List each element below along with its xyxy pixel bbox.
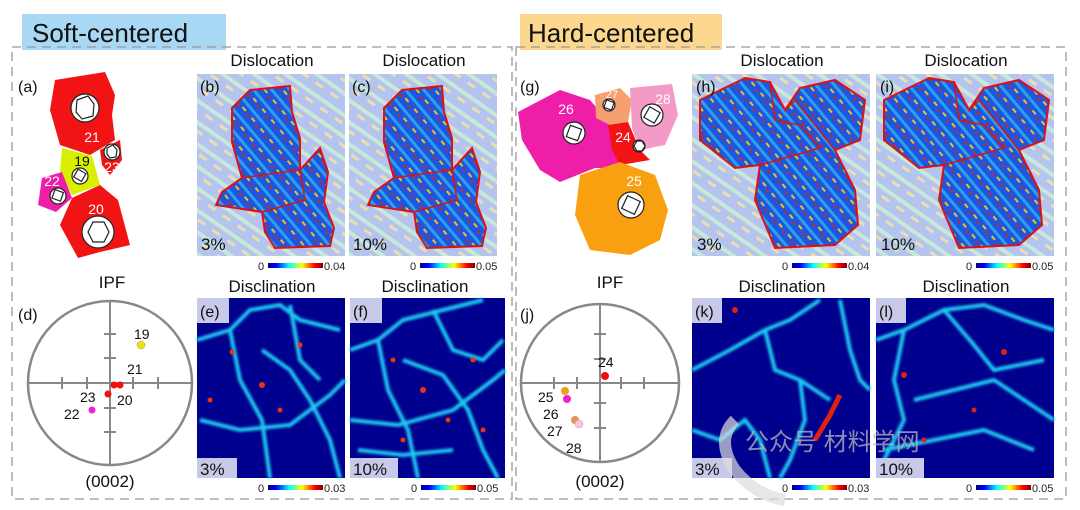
- pole-point-label: 26: [543, 406, 559, 422]
- pole-caption: (0002): [575, 472, 624, 491]
- pole-point-label: 22: [64, 406, 80, 422]
- hard-disclination-10pct: Disclination (l) 10% 0 0.05: [875, 277, 1056, 495]
- pole-point-label: 21: [127, 361, 143, 377]
- pole-caption: (0002): [85, 472, 134, 491]
- panel-label-f: (f): [353, 304, 368, 321]
- soft-header-bg: [22, 14, 226, 50]
- hard-disclination-3pct: Disclination (k) 3% 0 0.03: [691, 277, 872, 495]
- watermark: 公众号 材料学网: [719, 415, 920, 506]
- strain-label: 3%: [200, 460, 225, 479]
- strain-label: 10%: [881, 235, 915, 254]
- strain-label: 3%: [695, 460, 720, 479]
- grain-label: 27: [606, 89, 618, 101]
- colorbar: [792, 485, 847, 490]
- panel-label-c: (c): [352, 79, 371, 96]
- panel-label-d: (d): [18, 307, 38, 324]
- colorbar-max: 0.05: [477, 483, 498, 495]
- pole-point-label: 25: [538, 389, 554, 405]
- grain-label: 25: [626, 173, 642, 189]
- colorbar-min: 0: [410, 261, 416, 273]
- panel-label-i: (i): [880, 79, 894, 96]
- soft-header: Soft-centered: [32, 18, 188, 48]
- colorbar-min: 0: [782, 261, 788, 273]
- colorbar-min: 0: [411, 483, 417, 495]
- soft-disclination-10pct: Disclination (f) 10% 0 0.05: [349, 277, 507, 495]
- colorbar-max: 0.03: [848, 483, 869, 495]
- strain-label: 10%: [353, 235, 387, 254]
- colorbar-min: 0: [782, 483, 788, 495]
- colorbar-max: 0.04: [848, 261, 869, 273]
- map-title: Dislocation: [382, 51, 465, 70]
- colorbar-min: 0: [258, 483, 264, 495]
- colorbar-max: 0.05: [476, 261, 497, 273]
- pole-point-label: 23: [80, 389, 96, 405]
- map-title: Disclination: [229, 277, 316, 296]
- colorbar: [268, 485, 323, 490]
- colorbar: [420, 263, 475, 268]
- watermark-text: 公众号 材料学网: [745, 429, 920, 456]
- hard-ipf-map: (g) 26 27 28 24 25 IPF: [518, 79, 678, 292]
- grain-label: 22: [44, 173, 60, 189]
- strain-label: 10%: [879, 460, 913, 479]
- colorbar: [792, 263, 847, 268]
- panel-label-e: (e): [200, 304, 220, 321]
- panel-label-h: (h): [696, 79, 716, 96]
- panel-label-b: (b): [200, 79, 220, 96]
- map-title: Disclination: [923, 277, 1010, 296]
- grain-label: 26: [558, 101, 574, 117]
- pole-point-label: 20: [117, 392, 133, 408]
- strain-label: 10%: [353, 460, 387, 479]
- grain-label: 19: [74, 153, 90, 169]
- strain-label: 3%: [697, 235, 722, 254]
- soft-panel-frame: [11, 46, 513, 500]
- map-title: Disclination: [382, 277, 469, 296]
- panel-label-k: (k): [695, 304, 714, 321]
- map-title: Disclination: [739, 277, 826, 296]
- soft-dislocation-3pct: Dislocation (b) 3% 0 0.04: [197, 51, 345, 273]
- colorbar: [976, 485, 1031, 490]
- ipf-caption: IPF: [99, 273, 125, 292]
- hard-panel-frame: [515, 46, 1067, 500]
- hard-header: Hard-centered: [528, 18, 694, 48]
- colorbar-max: 0.05: [1032, 483, 1053, 495]
- colorbar-min: 0: [966, 261, 972, 273]
- hard-dislocation-3pct: Dislocation (h) 3% 0 0.04: [692, 51, 870, 273]
- grain-label: 21: [84, 129, 100, 145]
- pole-point-label: 28: [566, 440, 582, 456]
- map-title: Dislocation: [924, 51, 1007, 70]
- colorbar: [976, 263, 1031, 268]
- map-title: Dislocation: [230, 51, 313, 70]
- grain-label: 24: [615, 129, 631, 145]
- grain-label: 23: [104, 159, 120, 175]
- colorbar-max: 0.03: [324, 483, 345, 495]
- hard-dislocation-10pct: Dislocation (i) 10% 0 0.05: [876, 51, 1054, 273]
- grain-label: 28: [655, 91, 671, 107]
- colorbar-min: 0: [966, 483, 972, 495]
- hard-header-bg: [520, 14, 722, 50]
- soft-pole-figure: (d) 19 21 23 20 22 (0002): [18, 299, 194, 491]
- soft-ipf-map: (a) 21 19 23 22 20 IPF: [18, 72, 130, 292]
- colorbar-min: 0: [258, 261, 264, 273]
- pole-point-label: 24: [598, 354, 614, 370]
- colorbar-max: 0.05: [1032, 261, 1053, 273]
- soft-dislocation-10pct: Dislocation (c) 10% 0 0.05: [349, 51, 497, 273]
- panel-label-l: (l): [879, 304, 893, 321]
- ipf-caption: IPF: [597, 273, 623, 292]
- pole-point-label: 27: [547, 423, 563, 439]
- grain-label: 20: [88, 201, 104, 217]
- colorbar: [421, 485, 476, 490]
- colorbar: [268, 263, 323, 268]
- pole-point-label: 19: [134, 326, 150, 342]
- strain-label: 3%: [201, 235, 226, 254]
- panel-label-g: (g): [520, 79, 540, 96]
- soft-disclination-3pct: Disclination (e) 3% 0 0.03: [196, 277, 347, 495]
- map-title: Dislocation: [740, 51, 823, 70]
- hard-pole-figure: (j) 24 25 26 27 28 (0002): [519, 302, 681, 491]
- colorbar-max: 0.04: [324, 261, 345, 273]
- panel-label-a: (a): [18, 79, 38, 96]
- panel-label-j: (j): [520, 307, 534, 324]
